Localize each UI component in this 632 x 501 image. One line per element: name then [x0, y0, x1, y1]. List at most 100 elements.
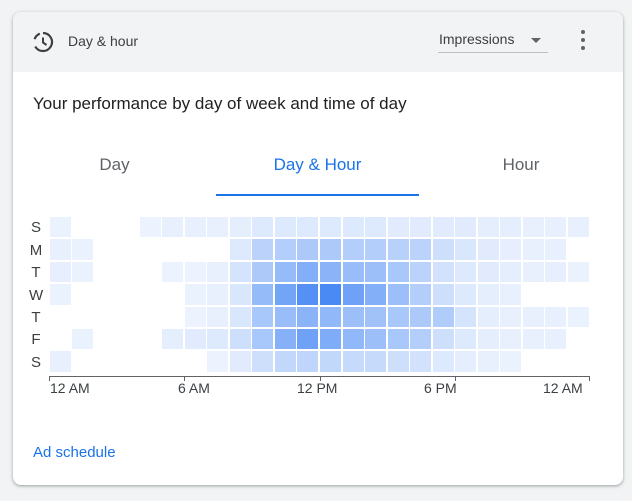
- heatmap-cell: [49, 217, 71, 238]
- heatmap-cell: [410, 284, 432, 305]
- heatmap-cell: [297, 306, 319, 327]
- heatmap-cell: [139, 217, 161, 238]
- heatmap-cell: [500, 239, 522, 260]
- heatmap-cell: [50, 307, 71, 327]
- heatmap-cell: [387, 329, 409, 350]
- heatmap-cell: [432, 217, 454, 238]
- heatmap-cell: [117, 329, 138, 349]
- heatmap-cell: [568, 239, 589, 259]
- ad-schedule-link[interactable]: Ad schedule: [33, 444, 116, 461]
- heatmap-cell: [432, 306, 454, 327]
- day-hour-card: Day & hour Impressions Your performance …: [13, 12, 623, 485]
- schedule-icon: [33, 31, 54, 53]
- heatmap-cell: [95, 307, 116, 327]
- heatmap-cell: [342, 329, 364, 350]
- heatmap-cell: [387, 261, 409, 283]
- y-label-sunday: S: [30, 219, 41, 236]
- heatmap-cell: [500, 329, 522, 350]
- heatmap-cell: [342, 306, 364, 327]
- y-label-friday: F: [31, 331, 41, 348]
- tab-hour[interactable]: Hour: [502, 155, 540, 174]
- card-header: Day & hour Impressions: [13, 12, 623, 72]
- heatmap-cell: [140, 329, 161, 349]
- tab-day[interactable]: Day: [99, 155, 130, 174]
- y-label-saturday: S: [30, 354, 41, 371]
- heatmap-cell: [252, 329, 274, 350]
- tab-day-hour[interactable]: Day & Hour: [273, 155, 362, 174]
- heatmap-cell: [342, 239, 364, 260]
- heatmap-cell: [455, 329, 477, 350]
- heatmap-cell: [545, 306, 567, 327]
- heatmap-cell: [455, 239, 477, 260]
- heatmap-cell: [365, 261, 387, 283]
- heatmap-cell: [162, 284, 183, 304]
- heatmap-cell: [252, 217, 274, 238]
- heatmap-cell: [297, 261, 319, 283]
- heatmap-cell: [184, 306, 206, 327]
- y-label-wednesday: W: [29, 287, 44, 304]
- heatmap-cell: [365, 239, 387, 260]
- heatmap-cell: [95, 329, 116, 349]
- performance-subtitle: Your performance by day of week and time…: [33, 94, 407, 113]
- heatmap-cell: [274, 306, 296, 327]
- heatmap-cell: [95, 239, 116, 259]
- heatmap-cell: [185, 239, 206, 259]
- heatmap-cell: [567, 217, 589, 238]
- heatmap-cell: [320, 284, 342, 305]
- heatmap-cell: [297, 329, 319, 350]
- heatmap-cell: [568, 284, 589, 304]
- heatmap-cell: [117, 284, 138, 304]
- heatmap-cell: [252, 261, 274, 283]
- heatmap-cell: [545, 261, 567, 283]
- heatmap-cell: [500, 284, 522, 305]
- heatmap-cell: [455, 284, 477, 305]
- heatmap-cell: [95, 351, 116, 371]
- y-label-tuesday: T: [31, 264, 41, 281]
- x-axis-tick: [319, 376, 321, 381]
- heatmap-cell: [477, 239, 499, 260]
- heatmap-cell: [252, 351, 274, 372]
- x-axis-tick: [454, 376, 456, 381]
- heatmap-cell: [387, 306, 409, 327]
- heatmap-cell: [274, 261, 296, 283]
- x-axis-tick: [49, 376, 50, 381]
- heatmap-cell: [477, 329, 499, 350]
- heatmap-cell: [72, 329, 94, 350]
- heatmap-cell: [162, 351, 183, 371]
- heatmap-cell: [387, 351, 409, 372]
- heatmap-cell: [95, 284, 116, 304]
- heatmap-cell: [117, 351, 138, 371]
- heatmap-cell: [320, 261, 342, 283]
- x-axis-tick: [184, 376, 186, 381]
- heatmap-cell: [432, 239, 454, 260]
- heatmap-cell: [229, 351, 251, 372]
- heatmap-cell: [568, 329, 589, 349]
- heatmap-cell: [274, 217, 296, 238]
- heatmap-cell: [207, 329, 229, 350]
- heatmap-cell: [342, 261, 364, 283]
- x-axis-tick: [589, 376, 590, 381]
- heatmap-cell: [432, 329, 454, 350]
- heatmap-cell: [162, 329, 184, 350]
- heatmap-cell: [72, 351, 93, 371]
- heatmap-cell: [410, 217, 432, 238]
- heatmap-cell: [274, 351, 296, 372]
- heatmap-cell: [117, 307, 138, 327]
- heatmap-cell: [229, 261, 251, 283]
- heatmap-cell: [410, 306, 432, 327]
- heatmap-grid: [49, 216, 591, 373]
- heatmap-cell: [207, 261, 229, 283]
- heatmap-cell: [117, 262, 138, 282]
- heatmap-cell: [567, 261, 589, 283]
- heatmap-cell: [72, 239, 94, 260]
- heatmap-cell: [184, 284, 206, 305]
- heatmap-cell: [320, 351, 342, 372]
- heatmap-cell: [140, 262, 161, 282]
- heatmap-cell: [477, 284, 499, 305]
- more-options-button[interactable]: [569, 28, 597, 56]
- metric-dropdown[interactable]: Impressions: [438, 30, 548, 53]
- heatmap-cell: [568, 351, 589, 371]
- heatmap-cell: [274, 284, 296, 305]
- heatmap-cell: [365, 284, 387, 305]
- heatmap-cell: [49, 239, 71, 260]
